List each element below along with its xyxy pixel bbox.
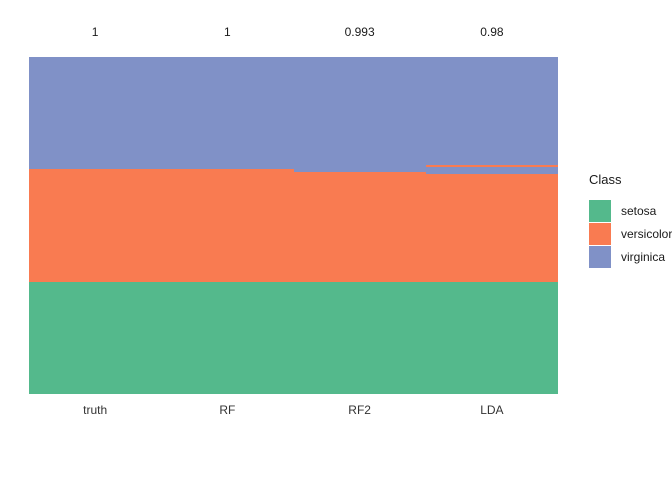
- segment-versicolor: [293, 171, 426, 282]
- legend-label-virginica: virginica: [621, 250, 666, 264]
- segment-versicolor: [29, 169, 162, 282]
- legend-entry-virginica: virginica: [589, 246, 672, 268]
- segment-setosa: [425, 281, 558, 394]
- model-label-RF: RF: [219, 403, 236, 417]
- segment-virginica: [425, 167, 558, 174]
- model-label-LDA: LDA: [480, 403, 504, 417]
- segment-setosa: [29, 281, 162, 394]
- segment-virginica: [293, 57, 426, 172]
- plot-area: [29, 57, 558, 394]
- legend-label-setosa: setosa: [621, 204, 657, 218]
- legend-swatch-versicolor: [589, 223, 611, 245]
- strip-column-LDA: [425, 57, 558, 394]
- segment-virginica: [161, 57, 294, 170]
- strip-column-RF2: [293, 57, 426, 394]
- legend: Class setosa versicolor virginica: [589, 172, 672, 269]
- legend-entry-versicolor: versicolor: [589, 223, 672, 245]
- legend-entries: setosa versicolor virginica: [589, 200, 672, 268]
- segment-setosa: [161, 281, 294, 394]
- segment-setosa: [293, 281, 426, 394]
- legend-swatch-virginica: [589, 246, 611, 268]
- accuracy-label-truth: 1: [91, 25, 99, 39]
- accuracy-label-RF2: 0.993: [344, 25, 375, 39]
- legend-label-versicolor: versicolor: [621, 227, 672, 241]
- accuracy-label-LDA: 0.98: [480, 25, 504, 39]
- segment-versicolor: [425, 164, 558, 168]
- strip-column-RF: [161, 57, 294, 394]
- segment-virginica: [425, 57, 558, 165]
- model-label-truth: truth: [83, 403, 108, 417]
- legend-entry-setosa: setosa: [589, 200, 672, 222]
- segment-virginica: [29, 57, 162, 170]
- model-label-RF2: RF2: [348, 403, 371, 417]
- strip-column-truth: [29, 57, 162, 394]
- legend-title: Class: [589, 172, 622, 187]
- segment-versicolor: [425, 173, 558, 282]
- segment-versicolor: [161, 169, 294, 282]
- accuracy-label-RF: 1: [224, 25, 231, 39]
- legend-swatch-setosa: [589, 200, 611, 222]
